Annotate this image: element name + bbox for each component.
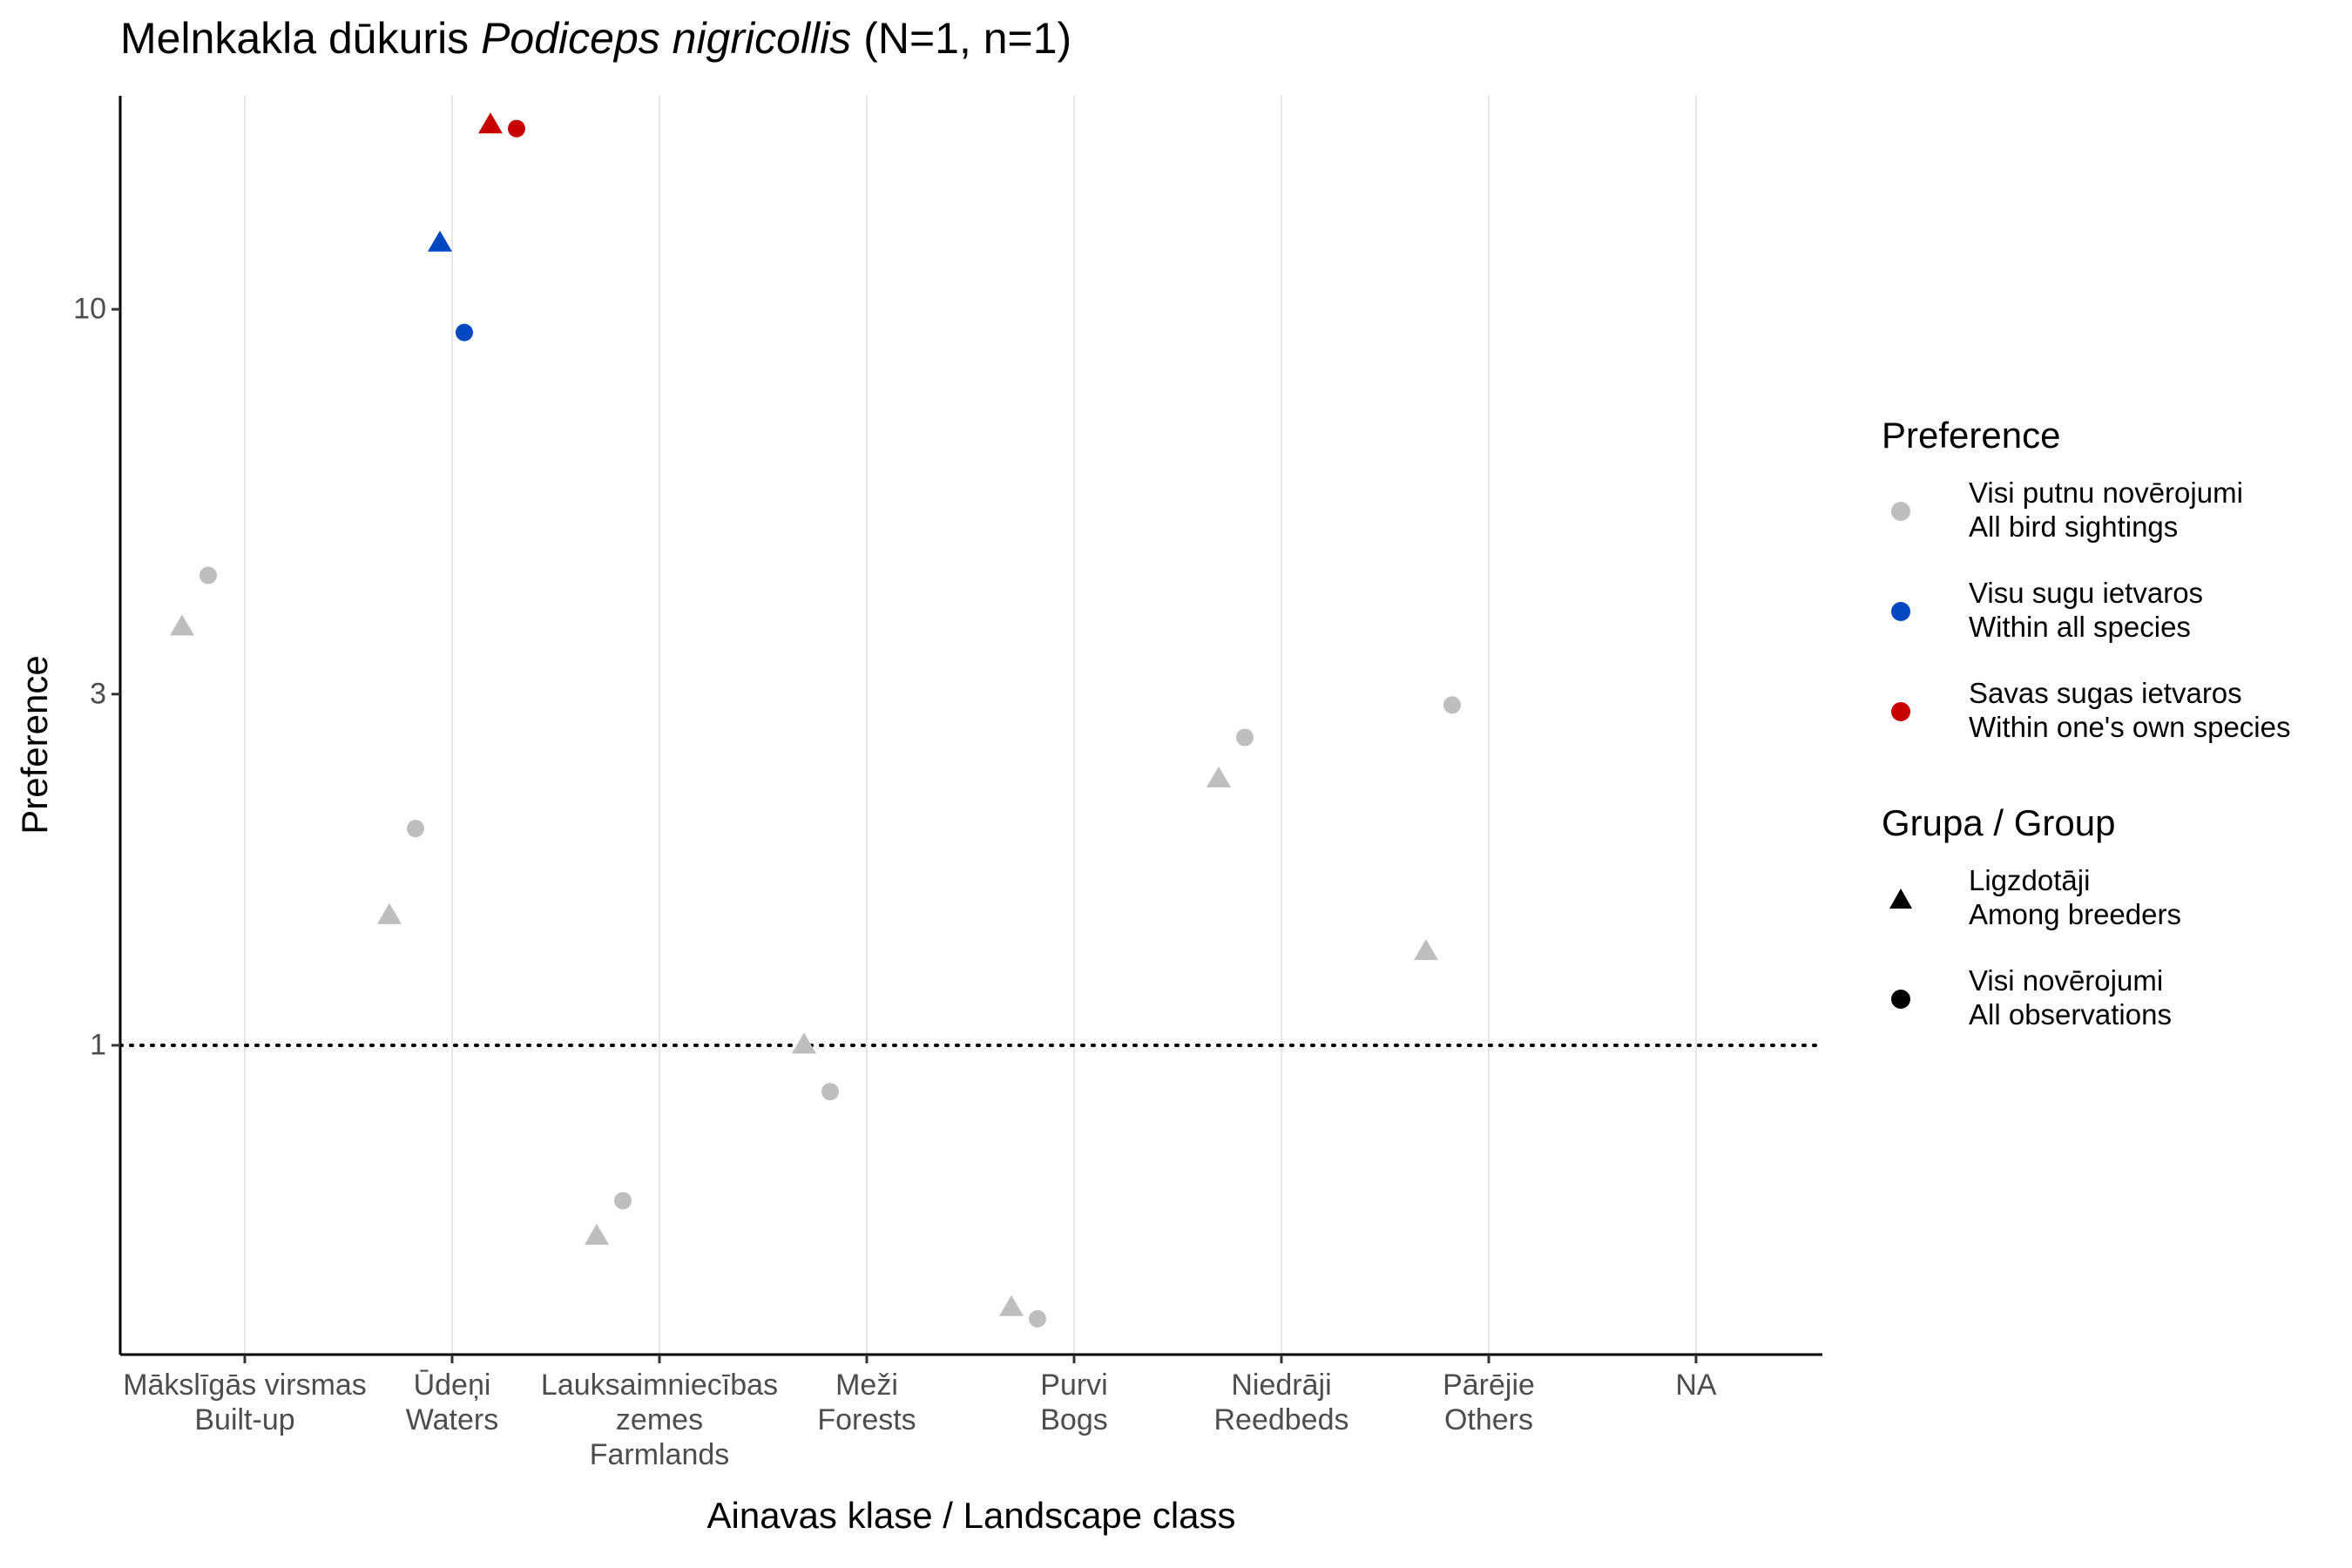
- legend-preference-title: Preference: [1882, 415, 2061, 456]
- y-tick-label: 1: [90, 1028, 106, 1062]
- title-counts: (N=1, n=1): [863, 14, 1072, 63]
- data-point-triangle: [1206, 766, 1231, 787]
- legend-key-grey-circle: [1891, 502, 1910, 521]
- legend-label: Visi novērojumi All observations: [1969, 963, 2172, 1031]
- x-axis-title: Ainavas klase / Landscape class: [706, 1495, 1236, 1536]
- legend-label-line1: Savas sugas ietvaros: [1969, 677, 2242, 709]
- data-point-circle: [1029, 1309, 1046, 1328]
- legend-label-line2: Within one's own species: [1969, 711, 2291, 743]
- data-point-triangle: [1414, 939, 1438, 961]
- x-tick-label: Ūdeņi Waters: [405, 1369, 499, 1436]
- legend-item-all-observations: Visi novērojumi All observations: [1882, 950, 2172, 1050]
- legend-group-title: Grupa / Group: [1882, 802, 2116, 843]
- legend-label: Visu sugu ietvaros Within all species: [1969, 576, 2203, 644]
- legend-key-red-circle: [1891, 702, 1910, 721]
- legend-label: Visi putnu novērojumi All bird sightings: [1969, 476, 2243, 544]
- legend-item-within-own-species: Savas sugas ietvaros Within one's own sp…: [1882, 662, 2290, 762]
- x-tick-label: Mākslīgās virsmas Built-up: [123, 1369, 367, 1436]
- legend-key-blue-circle: [1891, 602, 1910, 621]
- legend-item-within-all-species: Visu sugu ietvaros Within all species: [1882, 562, 2203, 662]
- legend-label-line1: Visi putnu novērojumi: [1969, 476, 2243, 509]
- data-point-circle: [508, 119, 525, 138]
- data-point-triangle: [999, 1294, 1024, 1316]
- data-point-circle: [456, 323, 473, 341]
- legend-label-line2: All bird sightings: [1969, 510, 2179, 543]
- y-tick-label: 10: [73, 292, 106, 326]
- x-tick-label: Meži Forests: [817, 1369, 916, 1436]
- data-point-triangle: [170, 614, 194, 636]
- data-point-triangle: [585, 1223, 609, 1245]
- legend-label: Ligzdotāji Among breeders: [1969, 863, 2181, 931]
- data-point-circle: [1236, 728, 1254, 747]
- legend: Preference Visi putnu novērojumi All bir…: [1882, 409, 2290, 1050]
- legend-label-line1: Visu sugu ietvaros: [1969, 577, 2204, 609]
- data-point-triangle: [792, 1032, 816, 1054]
- title-species-name: Podiceps nigricollis: [481, 14, 852, 63]
- legend-label-line2: Within all species: [1969, 611, 2191, 643]
- title-common-name: Melnkakla dūkuris: [120, 14, 470, 63]
- data-point-circle: [821, 1083, 839, 1101]
- legend-item-all-sightings: Visi putnu novērojumi All bird sightings: [1882, 462, 2243, 562]
- data-point-triangle: [478, 112, 503, 134]
- x-tick-label: NA: [1675, 1369, 1717, 1402]
- data-point-triangle: [428, 230, 452, 252]
- x-tick-label: Lauksaimniecības zemes Farmlands: [540, 1369, 779, 1471]
- legend-label-line1: Ligzdotāji: [1969, 864, 2091, 896]
- legend-label-line1: Visi novērojumi: [1969, 964, 2164, 997]
- data-point-circle: [407, 820, 424, 838]
- legend-label-line2: Among breeders: [1969, 898, 2181, 930]
- data-point-triangle: [377, 902, 402, 924]
- y-tick-label: 3: [90, 677, 106, 711]
- legend-key-circle: [1891, 990, 1910, 1009]
- x-tick-label: Niedrāji Reedbeds: [1213, 1369, 1349, 1436]
- legend-label-line2: All observations: [1969, 998, 2172, 1031]
- data-point-circle: [199, 566, 217, 585]
- data-point-circle: [614, 1192, 632, 1210]
- legend-key-triangle: [1889, 889, 1912, 909]
- chart-title: Melnkakla dūkuris Podiceps nigricollis (…: [120, 9, 1071, 68]
- x-tick-label: Purvi Bogs: [1040, 1369, 1108, 1436]
- legend-label: Savas sugas ietvaros Within one's own sp…: [1969, 676, 2290, 744]
- data-point-circle: [1443, 696, 1461, 714]
- legend-item-breeders: Ligzdotāji Among breeders: [1882, 849, 2181, 950]
- x-tick-label: Pārējie Others: [1443, 1369, 1535, 1436]
